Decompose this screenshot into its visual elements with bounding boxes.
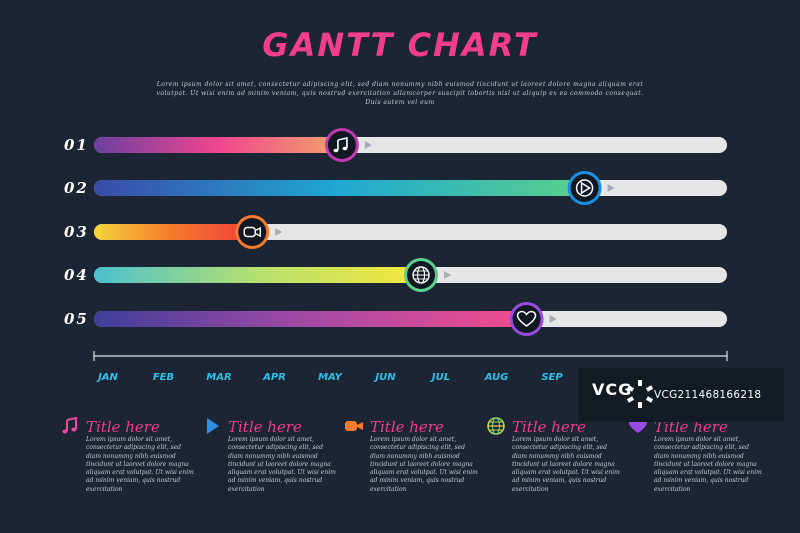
globe-icon: [487, 417, 505, 435]
gantt-row-05: 05: [64, 302, 727, 336]
heart-icon: [629, 418, 647, 433]
globe-icon: [412, 266, 430, 284]
play-icon: [207, 418, 219, 434]
bar-marker: [404, 258, 439, 292]
burst-icon: [626, 380, 654, 408]
gantt-row-04: 04: [64, 258, 727, 292]
tick-label: APR: [262, 372, 286, 383]
legend-card-title: Title here: [512, 418, 586, 436]
tick-label: MAY: [318, 372, 344, 383]
tick-label: SEP: [541, 372, 563, 383]
watermark-logo: VCG: [578, 368, 668, 422]
legend-card-title: Title here: [654, 418, 728, 436]
bar-arrow: [275, 228, 283, 236]
music-note-icon: [333, 137, 348, 153]
video-camera-icon: [243, 226, 261, 238]
row-label: 01: [64, 136, 89, 154]
video-camera-icon: [345, 421, 363, 431]
tick-label: JUL: [430, 372, 450, 383]
row-label: 04: [64, 266, 89, 284]
bar-arrow: [607, 184, 615, 192]
bar-marker: [509, 302, 544, 336]
heart-icon: [516, 310, 537, 327]
chart-subtitle: Lorem ipsum dolor sit amet, consectetur …: [156, 81, 644, 106]
legend-card-text: Lorem ipsum dolor sit amet, consectetur …: [512, 436, 620, 493]
bar-progress: [94, 137, 342, 153]
row-label: 02: [64, 179, 89, 197]
legend-card-text: Lorem ipsum dolor sit amet, consectetur …: [228, 436, 336, 493]
gantt-row-02: 02: [64, 171, 727, 205]
gantt-row-01: 01: [64, 128, 727, 162]
music-note-icon: [62, 416, 77, 434]
row-label: 05: [64, 310, 89, 328]
legend-card-text: Lorem ipsum dolor sit amet, consectetur …: [654, 436, 762, 493]
bar-marker: [567, 171, 602, 205]
bar-progress: [94, 224, 253, 240]
bar-progress: [94, 311, 527, 327]
tick-label: MAR: [206, 372, 231, 383]
chart-title: GANTT CHART: [262, 26, 538, 64]
tick-label: JAN: [96, 372, 118, 383]
bar-arrow: [364, 141, 372, 149]
tick-label: AUG: [484, 372, 509, 383]
bar-arrow: [444, 271, 452, 279]
watermark-id: VCG211468166218: [654, 389, 762, 401]
play-icon: [575, 179, 594, 197]
legend-card-title: Title here: [228, 418, 302, 436]
bar-arrow: [549, 315, 557, 323]
gantt-row-03: 03: [64, 215, 727, 249]
tick-label: FEB: [153, 372, 174, 383]
bar-progress: [94, 180, 585, 196]
legend-cards: Title here Lorem ipsum dolor sit amet, c…: [58, 414, 798, 524]
legend-card-title: Title here: [86, 418, 160, 436]
bar-marker: [235, 215, 270, 249]
legend-card-text: Lorem ipsum dolor sit amet, consectetur …: [86, 436, 194, 493]
bar-progress: [94, 267, 422, 283]
row-label: 03: [64, 223, 89, 241]
legend-card-text: Lorem ipsum dolor sit amet, consectetur …: [370, 436, 478, 493]
legend-card-title: Title here: [370, 418, 444, 436]
watermark: VCG VCG211468166218: [578, 368, 784, 422]
watermark-logo-text: VCG: [592, 380, 633, 399]
bar-marker: [324, 128, 359, 162]
tick-label: JUN: [373, 372, 396, 383]
